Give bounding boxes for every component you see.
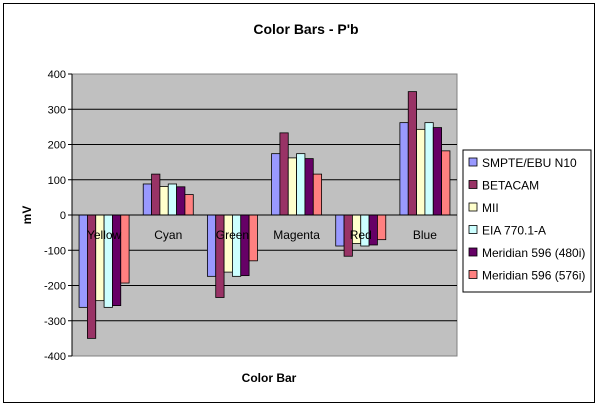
category-label: Green <box>216 228 249 242</box>
plot-area: 400 300 200 100 0 -100 -200 -300 -400 Yellow Cyan G… <box>44 69 458 363</box>
bar-cyan-1 <box>151 173 161 216</box>
y-tick-label: 0 <box>60 210 66 222</box>
y-axis-title: mV <box>20 206 34 225</box>
legend-swatch <box>468 270 478 279</box>
legend-swatch <box>468 247 478 257</box>
bar-magenta-3 <box>296 153 306 216</box>
bar-magenta-5 <box>312 173 323 216</box>
legend: SMPTE/EBU N10 BETACAM MII EIA 770.1-A Meridi… <box>462 149 592 293</box>
bar-blue-1 <box>407 91 417 216</box>
category-label: Yellow <box>87 228 122 242</box>
category-label: Red <box>350 228 372 242</box>
y-tick-label: 100 <box>48 175 66 187</box>
category-label: Cyan <box>154 228 182 242</box>
bar-cyan-4 <box>176 186 186 216</box>
chart-title: Color Bars - P'b <box>253 21 358 37</box>
bar-red-0 <box>335 214 345 247</box>
bar-red-5 <box>377 214 387 241</box>
bar-green-2 <box>223 214 233 273</box>
bar-green-3 <box>232 214 242 277</box>
category-label: Magenta <box>273 228 320 242</box>
bar-green-5 <box>248 214 258 262</box>
bar-cyan-5 <box>184 194 194 216</box>
y-tick-label: 300 <box>48 104 66 116</box>
y-tick-label: -300 <box>44 316 66 328</box>
legend-swatch <box>468 157 478 167</box>
y-tick-label: -400 <box>44 351 66 363</box>
chart: Color Bars - P'b Color Bar mV 400 300 200 1… <box>20 21 592 385</box>
bar-blue-3 <box>424 122 434 216</box>
x-axis-title: Color Bar <box>242 371 297 385</box>
legend-label: SMPTE/EBU N10 <box>482 156 577 170</box>
y-tick-label: -100 <box>44 245 66 257</box>
legend-box <box>462 149 592 293</box>
bar-blue-4 <box>432 127 442 216</box>
legend-swatch <box>468 225 478 234</box>
bar-magenta-1 <box>279 132 289 216</box>
bar-magenta-4 <box>304 158 314 216</box>
bar-cyan-2 <box>159 186 169 216</box>
bar-blue-0 <box>399 122 409 216</box>
legend-label: MII <box>482 201 499 215</box>
legend-swatch <box>468 202 478 212</box>
bar-cyan-0 <box>142 183 152 216</box>
bar-blue-5 <box>441 150 451 216</box>
legend-label: EIA 770.1-A <box>482 224 546 238</box>
y-tick-label: -200 <box>44 281 66 293</box>
bar-magenta-2 <box>287 157 297 216</box>
y-tick-label: 400 <box>48 69 66 81</box>
bar-green-4 <box>240 214 250 277</box>
bar-yellow-5 <box>120 214 130 284</box>
legend-label: BETACAM <box>482 179 539 193</box>
bar-green-0 <box>206 214 217 277</box>
legend-label: Meridian 596 (576i) <box>482 269 585 283</box>
category-label: Blue <box>413 228 437 242</box>
y-tick-label: 200 <box>48 140 66 152</box>
bar-magenta-0 <box>271 153 281 216</box>
bar-cyan-3 <box>167 183 177 216</box>
bar-blue-2 <box>416 128 426 216</box>
legend-label: Meridian 596 (480i) <box>482 246 585 260</box>
chart-frame: Color Bars - P'b Color Bar mV 400 300 200 1… <box>3 3 595 403</box>
legend-swatch <box>468 180 478 189</box>
